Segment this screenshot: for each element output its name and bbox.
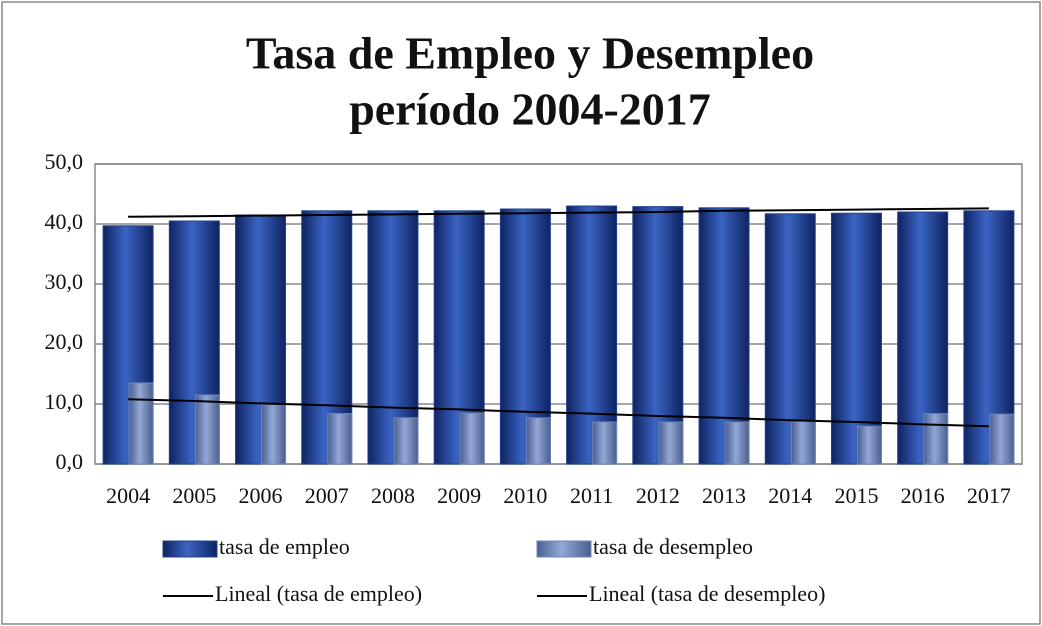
legend-swatch (536, 540, 592, 558)
bar (261, 404, 287, 465)
trend-line (128, 207, 989, 218)
chart-title: Tasa de Empleo y Desempleo (246, 28, 814, 79)
x-tick-label: 2010 (503, 483, 547, 508)
x-tick-label: 2016 (901, 483, 945, 508)
bar (989, 413, 1015, 465)
bar (923, 413, 949, 465)
bar (194, 394, 220, 465)
legend-label: Lineal (tasa de desempleo) (589, 581, 825, 606)
x-tick-label: 2012 (636, 483, 680, 508)
bar (592, 421, 618, 465)
bar (128, 382, 154, 465)
x-tick-label: 2013 (702, 483, 746, 508)
x-tick-label: 2006 (239, 483, 283, 508)
y-tick-label: 10,0 (45, 389, 84, 414)
bar (459, 412, 485, 465)
x-tick-label: 2005 (172, 483, 216, 508)
y-tick-label: 50,0 (45, 149, 84, 174)
bar (499, 208, 551, 465)
bar (856, 425, 882, 465)
plot-border (94, 163, 1023, 465)
y-tick-label: 20,0 (45, 329, 84, 354)
y-tick-label: 40,0 (45, 209, 84, 234)
bar (327, 413, 353, 465)
trend-line (128, 398, 989, 428)
x-tick-label: 2017 (967, 483, 1011, 508)
x-tick-label: 2014 (768, 483, 812, 508)
chart-title: período 2004-2017 (349, 84, 711, 135)
bar (566, 205, 618, 465)
bar (790, 420, 816, 465)
x-tick-label: 2007 (305, 483, 349, 508)
legend-label: tasa de empleo (219, 534, 350, 559)
bar (724, 421, 750, 465)
legend-swatch (162, 540, 218, 558)
bar (393, 417, 419, 465)
legend-label: Lineal (tasa de empleo) (215, 581, 422, 606)
x-tick-label: 2015 (834, 483, 878, 508)
bar (658, 421, 684, 465)
x-tick-label: 2004 (106, 483, 150, 508)
bar (632, 206, 684, 465)
y-tick-label: 0,0 (56, 449, 84, 474)
legend-label: tasa de desempleo (593, 534, 753, 559)
x-tick-label: 2011 (570, 483, 613, 508)
bar (525, 417, 551, 465)
y-tick-label: 30,0 (45, 269, 84, 294)
x-tick-label: 2008 (371, 483, 415, 508)
x-tick-label: 2009 (437, 483, 481, 508)
bar (698, 207, 750, 465)
